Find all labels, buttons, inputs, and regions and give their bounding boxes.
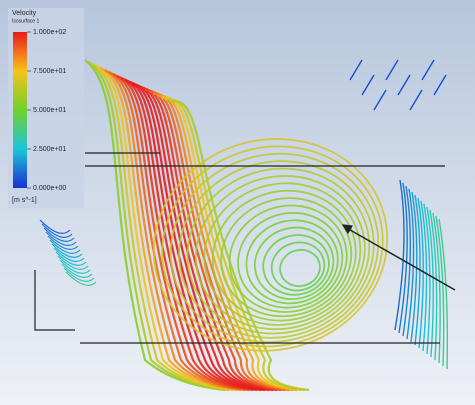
tick-label: 2.500e+01 — [33, 146, 66, 153]
tick-label: 5.000e+01 — [33, 107, 66, 114]
legend-title: Velocity — [12, 10, 37, 17]
cfd-view: Velocity Isosurface 1 1.000e+02 7.500e+01… — [0, 0, 475, 405]
tick-label: 0.000e+00 — [33, 185, 66, 192]
colorbar — [13, 32, 27, 188]
legend-unit: [m s^-1] — [12, 197, 37, 204]
tick-label: 7.500e+01 — [33, 68, 66, 75]
page: Velocity Isosurface 1 1.000e+02 7.500e+01… — [0, 0, 475, 405]
tick-label: 1.000e+02 — [33, 29, 66, 36]
legend: Velocity Isosurface 1 1.000e+02 7.500e+01… — [8, 8, 84, 208]
legend-subtitle: Isosurface 1 — [12, 18, 39, 24]
